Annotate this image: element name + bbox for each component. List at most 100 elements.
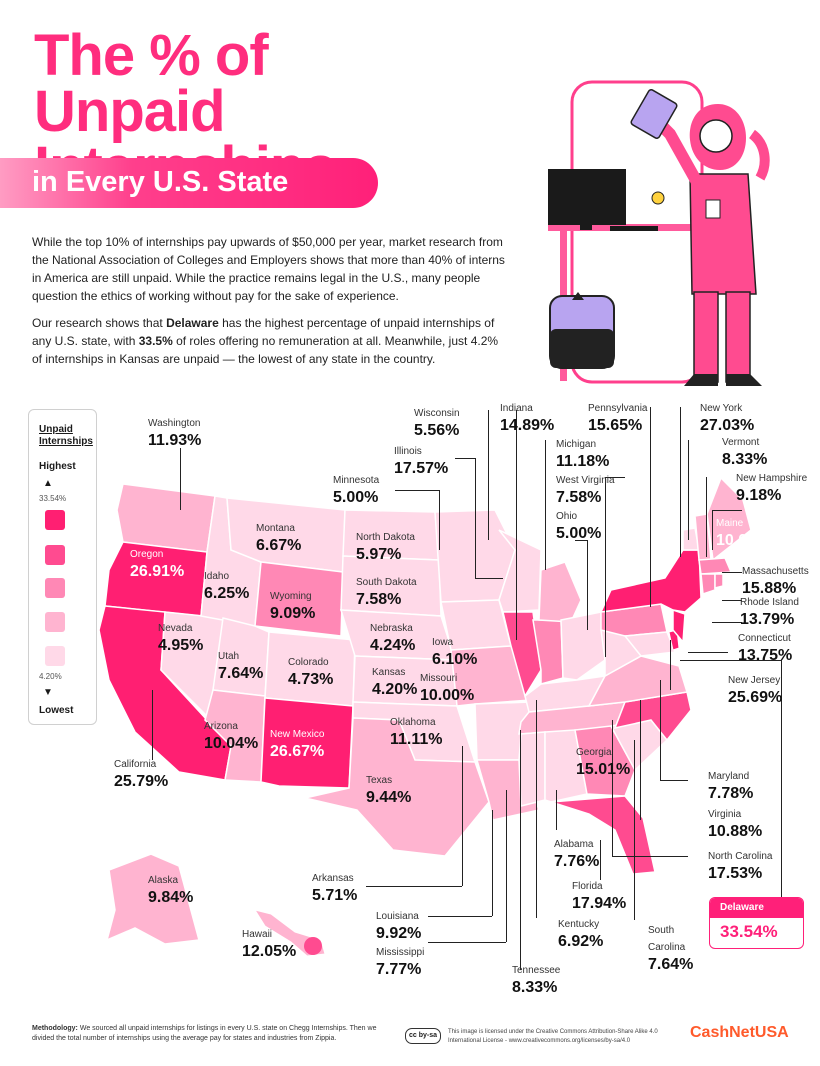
state-ohio bbox=[560, 611, 606, 681]
label-south-dakota: South Dakota 7.58% bbox=[356, 577, 417, 608]
state-alaska bbox=[105, 853, 200, 945]
label-massachusetts: Massachusetts 15.88% bbox=[742, 566, 809, 597]
monitor bbox=[548, 169, 626, 225]
label-vermont: Vermont 8.33% bbox=[722, 437, 768, 468]
label-north-dakota: North Dakota 5.97% bbox=[356, 532, 415, 563]
label-iowa: Iowa 6.10% bbox=[432, 637, 478, 668]
state-arizona bbox=[204, 689, 266, 783]
label-nevada: Nevada 4.95% bbox=[158, 623, 204, 654]
legend-swatch-2 bbox=[45, 545, 65, 565]
state-washington bbox=[116, 483, 216, 553]
legend-swatch-3 bbox=[45, 578, 65, 598]
up-arrow-icon: ▲ bbox=[43, 478, 53, 489]
state-alabama bbox=[544, 729, 588, 803]
label-arizona: Arizona 10.04% bbox=[204, 721, 259, 752]
delaware-callout-value: 33.54% bbox=[720, 922, 778, 941]
cc-license-icon: cc by-sa bbox=[405, 1028, 441, 1044]
intern-body bbox=[689, 173, 757, 295]
label-minnesota: Minnesota 5.00% bbox=[333, 475, 380, 506]
label-new-mexico: New Mexico 26.67% bbox=[270, 729, 325, 760]
intro-paragraph-1: While the top 10% of internships pay upw… bbox=[32, 235, 505, 303]
label-wyoming: Wyoming 9.09% bbox=[270, 591, 316, 622]
state-new-mexico bbox=[260, 697, 354, 789]
label-oklahoma: Oklahoma 11.11% bbox=[390, 717, 443, 748]
label-california: California 25.79% bbox=[114, 759, 169, 790]
label-kentucky: Kentucky 6.92% bbox=[558, 919, 604, 950]
label-new-jersey: New Jersey 25.69% bbox=[728, 675, 783, 706]
label-georgia: Georgia 15.01% bbox=[576, 747, 631, 778]
label-mississippi: Mississippi 7.77% bbox=[376, 947, 425, 978]
label-utah: Utah 7.64% bbox=[218, 651, 264, 682]
intro-paragraph-2: Our research shows that Delaware has the… bbox=[32, 316, 499, 366]
state-illinois bbox=[502, 611, 542, 698]
label-south-carolina: South Carolina 7.64% bbox=[648, 925, 694, 973]
label-montana: Montana 6.67% bbox=[256, 523, 302, 554]
label-maryland: Maryland 7.78% bbox=[708, 771, 754, 802]
label-missouri: Missouri 10.00% bbox=[420, 673, 475, 704]
coin bbox=[651, 191, 665, 205]
legend-swatch-1 bbox=[45, 510, 65, 530]
label-washington: Washington 11.93% bbox=[148, 418, 202, 449]
state-wyoming bbox=[254, 561, 344, 637]
label-indiana: Indiana 14.89% bbox=[500, 403, 555, 434]
state-florida bbox=[550, 795, 656, 875]
label-texas: Texas 9.44% bbox=[366, 775, 412, 806]
legend-title: Unpaid Internships bbox=[39, 424, 93, 447]
delaware-callout: Delaware 33.54% bbox=[709, 897, 804, 949]
label-connecticut: Connecticut 13.75% bbox=[738, 633, 793, 664]
label-florida: Florida 17.94% bbox=[572, 881, 627, 912]
map-legend: Unpaid Internships Highest ▲ 33.54% 4.20%… bbox=[28, 409, 97, 725]
label-hawaii: Hawaii 12.05% bbox=[242, 929, 297, 960]
label-new-hampshire: New Hampshire 9.18% bbox=[736, 473, 808, 504]
state-michigan bbox=[538, 561, 582, 623]
legend-lowest: Lowest bbox=[39, 705, 74, 716]
label-idaho: Idaho 6.25% bbox=[204, 571, 250, 602]
state-maryland bbox=[623, 631, 677, 657]
label-louisiana: Louisiana 9.92% bbox=[376, 911, 422, 942]
label-west-virginia: West Virginia 7.58% bbox=[556, 475, 615, 506]
legend-swatch-4 bbox=[45, 612, 65, 632]
down-arrow-icon: ▼ bbox=[43, 687, 53, 698]
brand-logo: CashNetUSA bbox=[690, 1024, 789, 1041]
label-nebraska: Nebraska 4.24% bbox=[370, 623, 416, 654]
label-tennessee: Tennessee 8.33% bbox=[512, 965, 561, 996]
label-oregon: Oregon 26.91% bbox=[130, 549, 185, 580]
label-north-carolina: North Carolina 17.53% bbox=[708, 851, 773, 882]
intern-illustration bbox=[548, 80, 770, 386]
label-alabama: Alabama 7.76% bbox=[554, 839, 600, 870]
wallet bbox=[630, 89, 678, 139]
us-map bbox=[98, 476, 752, 957]
label-kansas: Kansas 4.20% bbox=[372, 667, 418, 698]
state-connecticut bbox=[700, 573, 716, 596]
legend-highest: Highest bbox=[39, 461, 76, 472]
subtitle-banner: in Every U.S. State bbox=[0, 158, 378, 208]
label-ohio: Ohio 5.00% bbox=[556, 511, 602, 542]
state-mississippi bbox=[518, 731, 546, 807]
label-wisconsin: Wisconsin 5.56% bbox=[414, 408, 460, 439]
label-pennsylvania: Pennsylvania 15.65% bbox=[588, 403, 648, 434]
label-alaska: Alaska 9.84% bbox=[148, 875, 194, 906]
subtitle-text: in Every U.S. State bbox=[32, 166, 289, 198]
state-texas bbox=[304, 717, 490, 857]
highlight-pct: 33.5% bbox=[138, 334, 173, 348]
label-maine: Maine 10.00% bbox=[716, 518, 771, 549]
legend-swatch-5 bbox=[45, 646, 65, 666]
highlight-state: Delaware bbox=[166, 316, 219, 330]
legend-min: 4.20% bbox=[39, 672, 62, 681]
state-new-york bbox=[599, 549, 702, 613]
methodology-note: Methodology: We sourced all unpaid inter… bbox=[32, 1025, 377, 1042]
label-rhode-island: Rhode Island 13.79% bbox=[740, 597, 799, 628]
label-michigan: Michigan 11.18% bbox=[556, 439, 610, 470]
state-new-jersey bbox=[672, 608, 686, 644]
label-illinois: Illinois 17.57% bbox=[394, 446, 449, 477]
label-colorado: Colorado 4.73% bbox=[288, 657, 334, 688]
legend-max: 33.54% bbox=[39, 494, 67, 503]
label-new-york: New York 27.03% bbox=[700, 403, 755, 434]
state-rhode-island bbox=[714, 573, 724, 589]
license-text: This image is licensed under the Creativ… bbox=[448, 1029, 658, 1044]
state-missouri bbox=[450, 645, 533, 707]
state-maine bbox=[706, 476, 752, 562]
delaware-callout-name: Delaware bbox=[710, 898, 803, 918]
label-virginia: Virginia 10.88% bbox=[708, 809, 763, 840]
label-arkansas: Arkansas 5.71% bbox=[312, 873, 358, 904]
